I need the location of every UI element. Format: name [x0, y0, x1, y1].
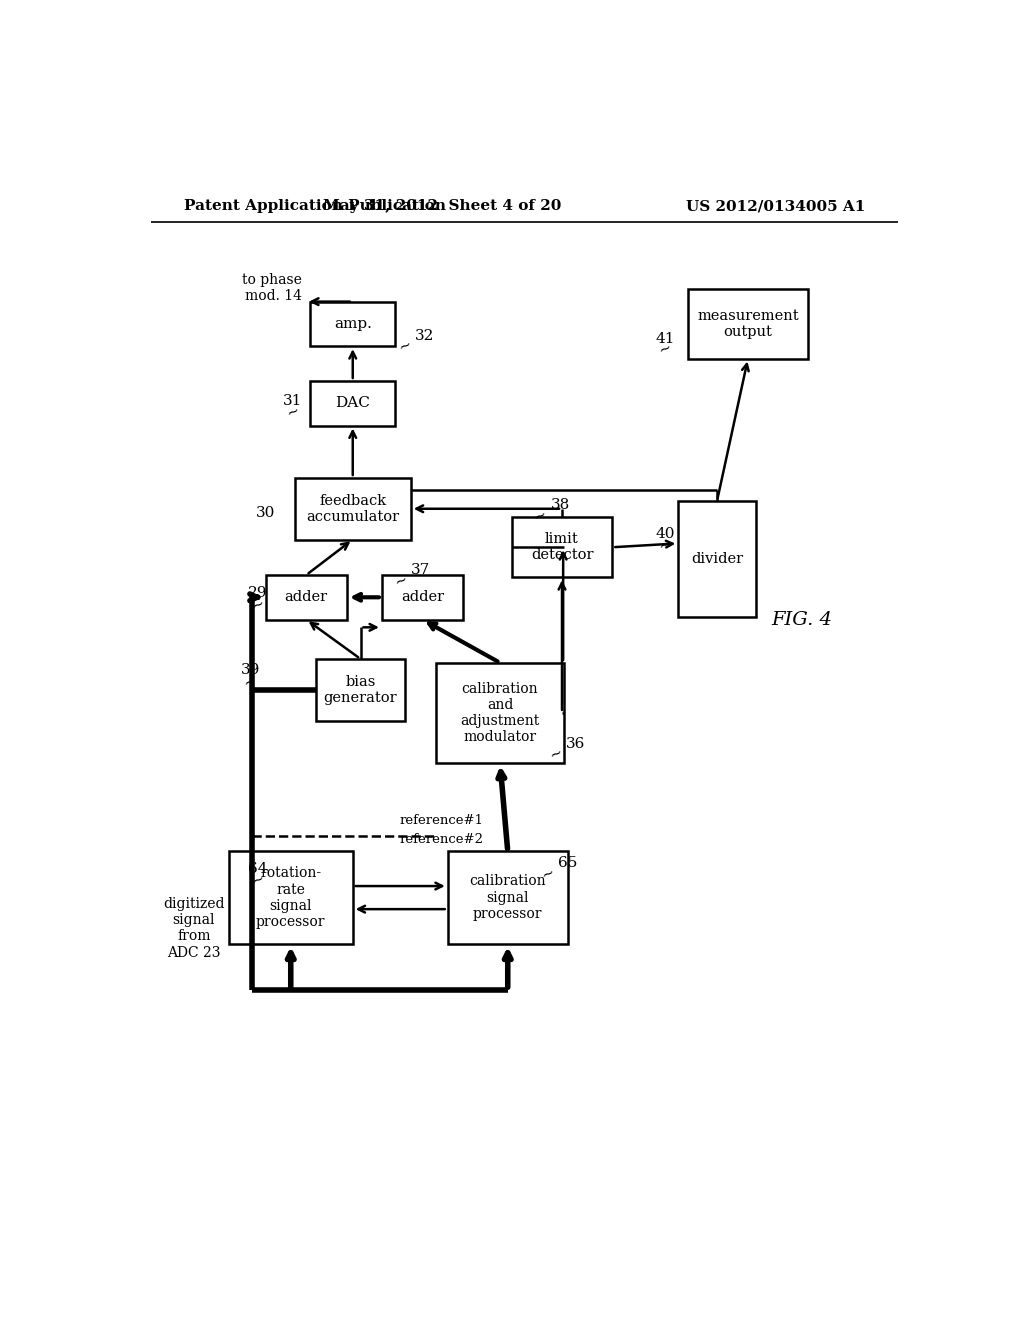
Bar: [512, 517, 612, 577]
Text: feedback
accumulator: feedback accumulator: [306, 494, 399, 524]
Text: ∼: ∼: [285, 404, 302, 421]
Text: divider: divider: [691, 552, 743, 566]
Text: bias
generator: bias generator: [324, 675, 397, 705]
Text: FIG. 4: FIG. 4: [771, 611, 833, 630]
Text: to phase
mod. 14: to phase mod. 14: [243, 273, 302, 302]
Text: 64: 64: [248, 862, 267, 876]
Text: ∼: ∼: [250, 595, 267, 614]
Text: 29: 29: [248, 586, 267, 601]
Text: calibration
signal
processor: calibration signal processor: [469, 874, 546, 921]
Text: 32: 32: [415, 329, 434, 342]
Text: ∼: ∼: [392, 572, 410, 590]
Text: 65: 65: [558, 855, 578, 870]
Bar: [436, 663, 564, 763]
Text: 41: 41: [655, 333, 675, 346]
Bar: [316, 659, 406, 721]
Bar: [295, 478, 411, 540]
Text: reference#2: reference#2: [399, 833, 483, 846]
Text: reference#1: reference#1: [399, 814, 483, 828]
Text: 39: 39: [241, 664, 260, 677]
Text: 40: 40: [655, 527, 675, 541]
Text: 31: 31: [283, 393, 302, 408]
Text: Patent Application Publication: Patent Application Publication: [183, 199, 445, 213]
Bar: [228, 851, 352, 944]
Bar: [447, 851, 568, 944]
Text: calibration
and
adjustment
modulator: calibration and adjustment modulator: [461, 681, 540, 744]
Text: 36: 36: [566, 737, 586, 751]
Bar: [310, 302, 395, 346]
Text: DAC: DAC: [335, 396, 371, 411]
Text: amp.: amp.: [334, 317, 372, 331]
Text: US 2012/0134005 A1: US 2012/0134005 A1: [686, 199, 865, 213]
Text: measurement
output: measurement output: [697, 309, 799, 339]
Bar: [688, 289, 808, 359]
Bar: [310, 381, 395, 425]
Text: adder: adder: [401, 590, 444, 605]
Text: ∼: ∼: [540, 866, 557, 883]
Bar: [382, 576, 463, 619]
Text: May 31, 2012  Sheet 4 of 20: May 31, 2012 Sheet 4 of 20: [323, 199, 561, 213]
Bar: [678, 502, 756, 616]
Text: ∼: ∼: [547, 744, 564, 763]
Text: digitized
signal
from
ADC 23: digitized signal from ADC 23: [163, 898, 224, 960]
Text: limit
detector: limit detector: [530, 532, 593, 562]
Text: ∼: ∼: [656, 341, 674, 359]
Text: ∼: ∼: [250, 871, 267, 888]
Text: adder: adder: [285, 590, 328, 605]
Text: ∼: ∼: [242, 673, 259, 692]
Text: 38: 38: [550, 498, 569, 512]
Text: 37: 37: [411, 564, 430, 577]
Bar: [265, 576, 347, 619]
Text: ∼: ∼: [396, 337, 414, 355]
Text: ∼: ∼: [656, 536, 674, 554]
Text: ∼: ∼: [531, 507, 549, 525]
Text: 30: 30: [256, 506, 275, 520]
Text: rotation-
rate
signal
processor: rotation- rate signal processor: [256, 866, 326, 929]
